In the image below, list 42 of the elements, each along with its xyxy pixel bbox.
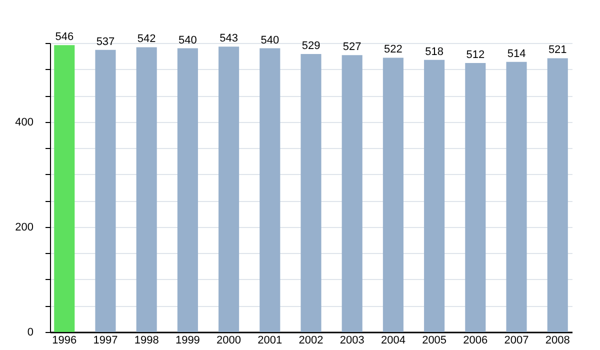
y-tick-label: 400	[15, 116, 34, 128]
bar	[342, 55, 362, 332]
bar	[382, 58, 404, 332]
data-label: 512	[466, 48, 485, 61]
x-tick-label: 2008	[545, 334, 570, 346]
data-label: 543	[220, 32, 238, 45]
data-label: 514	[507, 48, 526, 60]
x-tick-label: 2007	[504, 334, 529, 346]
data-label: 540	[260, 34, 280, 46]
x-tick-label: 2000	[216, 334, 242, 346]
bar	[300, 54, 322, 332]
data-label: 529	[302, 40, 320, 52]
x-tick-label: 1996	[52, 334, 77, 346]
data-label: 540	[178, 34, 197, 46]
bar	[95, 50, 116, 332]
bar	[465, 62, 486, 332]
x-tick-label: 2005	[422, 334, 447, 346]
x-tick-label: 2003	[340, 334, 364, 346]
data-label: 522	[384, 44, 402, 56]
y-tick-label: 0	[27, 326, 34, 338]
data-label: 527	[342, 41, 362, 54]
bar	[177, 48, 198, 332]
x-tick-label: 1999	[175, 334, 200, 346]
bar	[260, 48, 280, 332]
x-tick-label: 1998	[134, 334, 159, 346]
bar	[424, 60, 445, 332]
bar	[547, 58, 568, 332]
data-label: 546	[55, 31, 74, 44]
bar	[218, 46, 240, 332]
bar	[54, 45, 75, 332]
y-tick-label: 200	[15, 221, 34, 234]
data-label: 542	[137, 33, 156, 46]
data-label: 521	[548, 44, 567, 56]
bar	[136, 47, 157, 332]
x-tick-label: 2001	[258, 334, 282, 346]
data-label: 537	[96, 36, 115, 48]
x-tick-label: 2004	[380, 334, 406, 346]
data-label: 518	[425, 46, 444, 58]
bar	[506, 62, 527, 332]
x-tick-label: 2006	[463, 334, 488, 346]
x-tick-label: 2002	[298, 334, 324, 346]
x-tick-label: 1997	[93, 334, 118, 346]
